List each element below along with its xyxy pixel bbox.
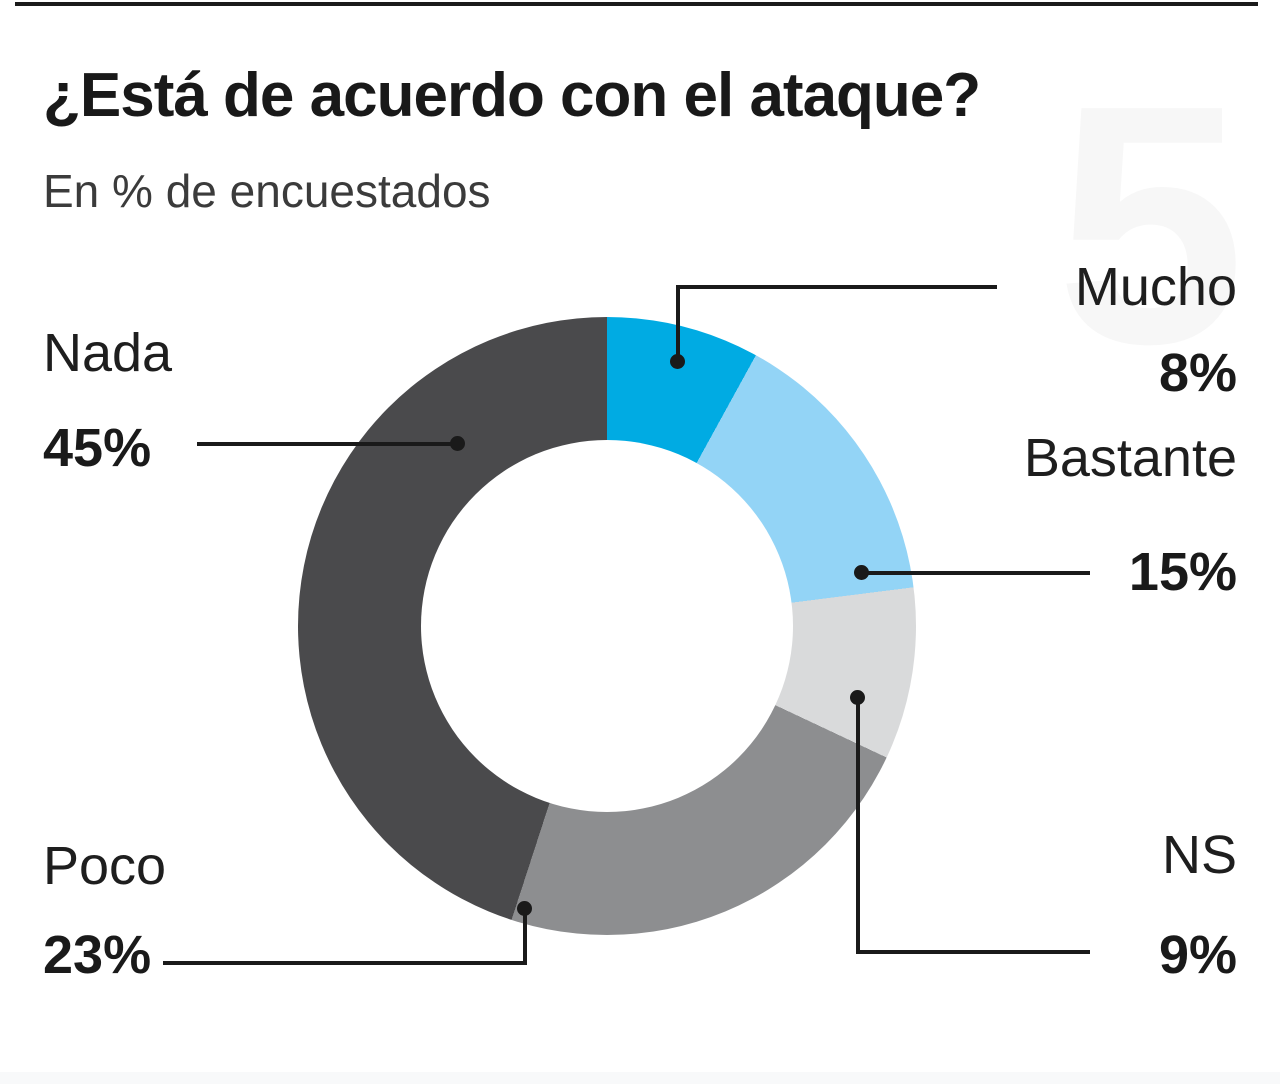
segment-label-nada: Nada (43, 323, 173, 383)
poco-leader-horizontal (163, 961, 527, 965)
poco-leader-vertical (523, 909, 527, 965)
segment-label-ns: NS (1161, 825, 1237, 885)
segment-value-bastante: 15% (1128, 542, 1237, 602)
footer-stripe (0, 1072, 1280, 1084)
watermark-digit: 5 (1056, 35, 1246, 415)
segment-value-mucho: 8% (1158, 343, 1237, 403)
segment-label-bastante: Bastante (1023, 428, 1237, 488)
mucho-callout-dot (670, 354, 685, 369)
bastante-leader-horizontal (862, 571, 1090, 575)
chart-title: ¿Está de acuerdo con el ataque? (43, 61, 981, 130)
mucho-leader-horizontal (676, 285, 997, 289)
donut-chart (298, 317, 916, 935)
mucho-leader-vertical (676, 287, 680, 358)
ns-leader-horizontal (856, 950, 1090, 954)
segment-label-mucho: Mucho (1074, 257, 1237, 317)
ns-leader-vertical (856, 698, 860, 954)
segment-value-ns: 9% (1158, 925, 1237, 985)
bastante-callout-dot (854, 565, 869, 580)
segment-value-nada: 45% (43, 418, 152, 478)
segment-label-poco: Poco (43, 836, 167, 896)
nada-leader-horizontal (197, 442, 458, 446)
poco-callout-dot (517, 901, 532, 916)
donut-hole (421, 440, 793, 812)
chart-subtitle: En % de encuestados (43, 165, 491, 217)
segment-value-poco: 23% (43, 925, 152, 985)
top-rule (15, 2, 1258, 6)
ns-callout-dot (850, 690, 865, 705)
